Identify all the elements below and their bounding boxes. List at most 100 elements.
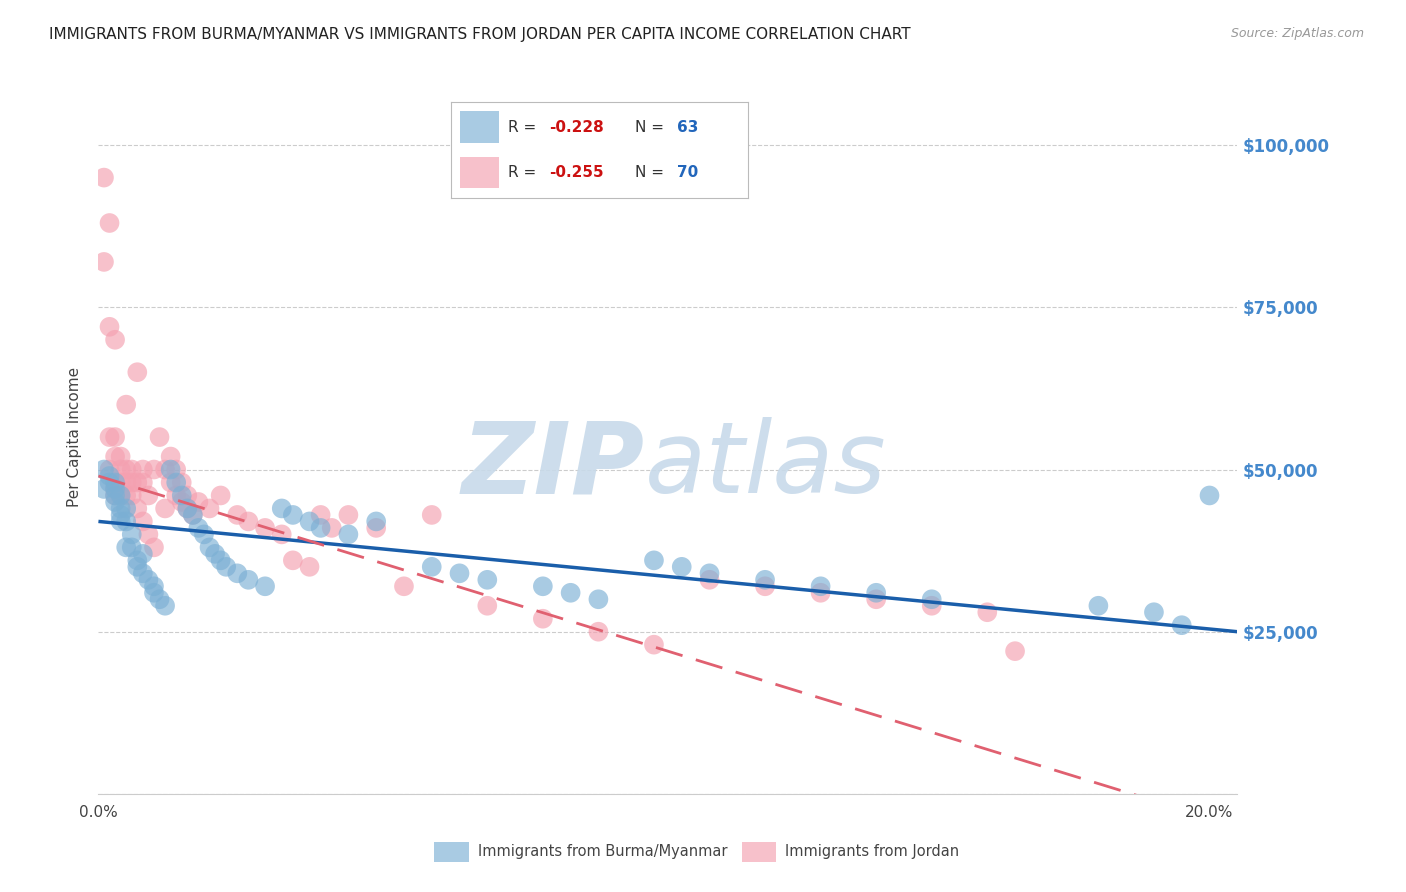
Point bbox=[643, 553, 665, 567]
Point bbox=[238, 573, 260, 587]
Point bbox=[754, 573, 776, 587]
Point bbox=[226, 508, 249, 522]
Text: atlas: atlas bbox=[645, 417, 887, 514]
Point bbox=[115, 541, 138, 555]
Text: Source: ZipAtlas.com: Source: ZipAtlas.com bbox=[1230, 27, 1364, 40]
Point bbox=[138, 527, 160, 541]
Point bbox=[110, 450, 132, 464]
Point bbox=[110, 462, 132, 476]
Point bbox=[143, 579, 166, 593]
Point bbox=[159, 462, 181, 476]
Point bbox=[165, 488, 187, 502]
Point bbox=[110, 475, 132, 490]
Point bbox=[921, 599, 943, 613]
Point bbox=[115, 515, 138, 529]
Point bbox=[420, 508, 443, 522]
Point bbox=[321, 521, 343, 535]
Point bbox=[1087, 599, 1109, 613]
Point bbox=[699, 573, 721, 587]
Point bbox=[921, 592, 943, 607]
Point bbox=[127, 365, 149, 379]
Point bbox=[104, 430, 127, 444]
Point bbox=[115, 488, 138, 502]
Point bbox=[104, 488, 127, 502]
Point bbox=[309, 508, 332, 522]
Point bbox=[176, 501, 198, 516]
Point bbox=[127, 559, 149, 574]
Point bbox=[865, 592, 887, 607]
Point bbox=[181, 508, 204, 522]
Point bbox=[198, 501, 221, 516]
Point bbox=[127, 501, 149, 516]
Point bbox=[110, 508, 132, 522]
Point bbox=[110, 515, 132, 529]
Point bbox=[115, 501, 138, 516]
Point bbox=[366, 521, 388, 535]
Point bbox=[1004, 644, 1026, 658]
Point bbox=[281, 553, 304, 567]
Point bbox=[531, 579, 554, 593]
Point bbox=[170, 495, 193, 509]
Point bbox=[121, 462, 143, 476]
Point bbox=[121, 527, 143, 541]
Point bbox=[138, 573, 160, 587]
FancyBboxPatch shape bbox=[434, 842, 468, 862]
Point bbox=[165, 462, 187, 476]
Point bbox=[98, 319, 121, 334]
Point bbox=[209, 553, 232, 567]
Point bbox=[392, 579, 415, 593]
Point bbox=[148, 592, 170, 607]
Point bbox=[671, 559, 693, 574]
Point bbox=[198, 541, 221, 555]
Point bbox=[176, 488, 198, 502]
Point bbox=[298, 515, 321, 529]
Text: ZIP: ZIP bbox=[463, 417, 645, 514]
Point bbox=[153, 599, 176, 613]
Point bbox=[132, 515, 155, 529]
Point bbox=[588, 624, 610, 639]
Point bbox=[181, 508, 204, 522]
Y-axis label: Per Capita Income: Per Capita Income bbox=[67, 367, 83, 508]
Point bbox=[93, 170, 115, 185]
Point bbox=[1170, 618, 1192, 632]
Point bbox=[98, 462, 121, 476]
Point bbox=[477, 599, 499, 613]
Point bbox=[93, 255, 115, 269]
Point bbox=[215, 559, 238, 574]
Point bbox=[138, 488, 160, 502]
Point bbox=[98, 475, 121, 490]
Point bbox=[115, 398, 138, 412]
Point bbox=[270, 527, 292, 541]
Point bbox=[110, 488, 132, 502]
Point bbox=[104, 333, 127, 347]
Point bbox=[148, 430, 170, 444]
Point bbox=[132, 462, 155, 476]
Point bbox=[110, 488, 132, 502]
Point bbox=[254, 521, 277, 535]
Point bbox=[531, 612, 554, 626]
Point bbox=[281, 508, 304, 522]
Point bbox=[165, 475, 187, 490]
Point bbox=[121, 541, 143, 555]
Point bbox=[127, 475, 149, 490]
Point bbox=[254, 579, 277, 593]
Point bbox=[98, 430, 121, 444]
Point bbox=[865, 586, 887, 600]
Text: Immigrants from Jordan: Immigrants from Jordan bbox=[785, 844, 959, 859]
Point bbox=[209, 488, 232, 502]
Point bbox=[98, 469, 121, 483]
Point bbox=[153, 501, 176, 516]
Point bbox=[104, 482, 127, 496]
Point bbox=[93, 482, 115, 496]
Point bbox=[643, 638, 665, 652]
Point bbox=[810, 586, 832, 600]
Point bbox=[132, 547, 155, 561]
Point bbox=[98, 216, 121, 230]
Point bbox=[588, 592, 610, 607]
Point bbox=[187, 521, 209, 535]
Point bbox=[449, 566, 471, 581]
Point bbox=[176, 501, 198, 516]
Point bbox=[754, 579, 776, 593]
Point bbox=[153, 462, 176, 476]
Point bbox=[159, 450, 181, 464]
